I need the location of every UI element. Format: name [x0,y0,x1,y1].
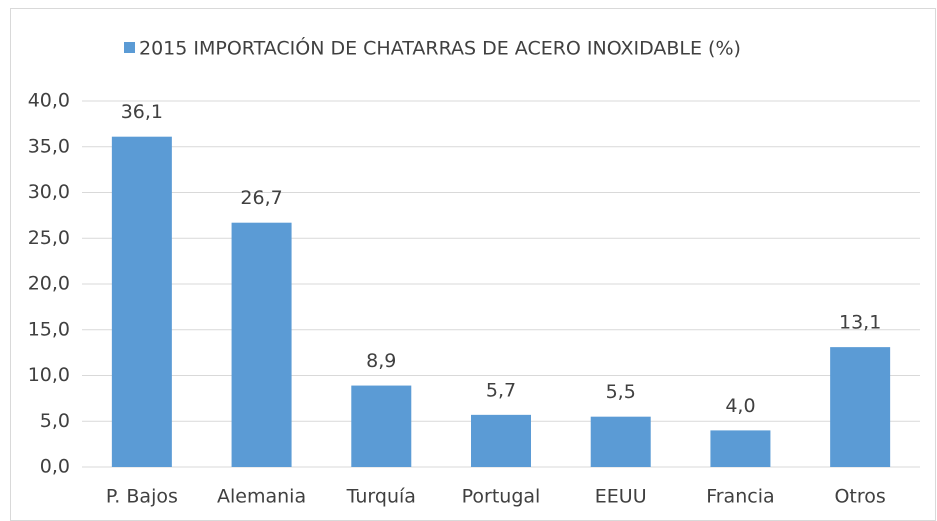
y-tick-label: 15,0 [28,318,70,340]
bar [590,416,651,467]
data-label: 4,0 [725,395,755,417]
data-label: 5,5 [606,381,636,403]
y-tick-label: 40,0 [28,90,70,112]
data-label: 13,1 [839,312,881,334]
y-tick-label: 35,0 [28,135,70,157]
bar [351,385,412,467]
bar [471,414,531,467]
x-tick-label: Otros [834,486,885,508]
x-tick-label: EEUU [595,486,647,508]
bar [710,430,771,467]
data-label: 36,1 [121,101,163,123]
y-tick-label: 25,0 [28,227,70,249]
x-tick-label: Alemania [217,486,306,508]
x-tick-label: Turquía [346,486,416,508]
y-tick-label: 10,0 [28,364,70,386]
y-tick-label: 5,0 [40,410,70,432]
x-tick-label: Portugal [462,486,541,508]
x-tick-label: Francia [706,486,774,508]
data-label: 8,9 [366,350,396,372]
y-tick-label: 0,0 [40,456,70,478]
bar [111,136,172,467]
data-label: 5,7 [486,379,516,401]
legend-swatch [124,42,135,53]
bar [231,222,292,467]
x-tick-label: P. Bajos [106,486,178,508]
y-tick-label: 30,0 [28,181,70,203]
data-label: 26,7 [240,187,282,209]
bar [830,347,891,467]
legend-label: 2015 IMPORTACIÓN DE CHATARRAS DE ACERO I… [139,36,741,60]
y-tick-label: 20,0 [28,273,70,295]
